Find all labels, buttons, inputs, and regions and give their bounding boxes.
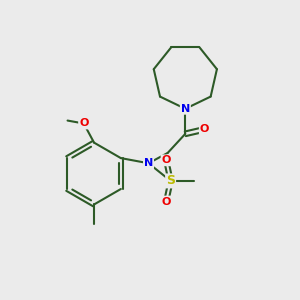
Text: O: O (79, 118, 88, 128)
Text: S: S (166, 174, 175, 188)
Text: O: O (161, 196, 171, 206)
Text: N: N (144, 158, 153, 168)
Text: O: O (161, 155, 171, 165)
Text: O: O (200, 124, 209, 134)
Text: N: N (181, 104, 190, 114)
